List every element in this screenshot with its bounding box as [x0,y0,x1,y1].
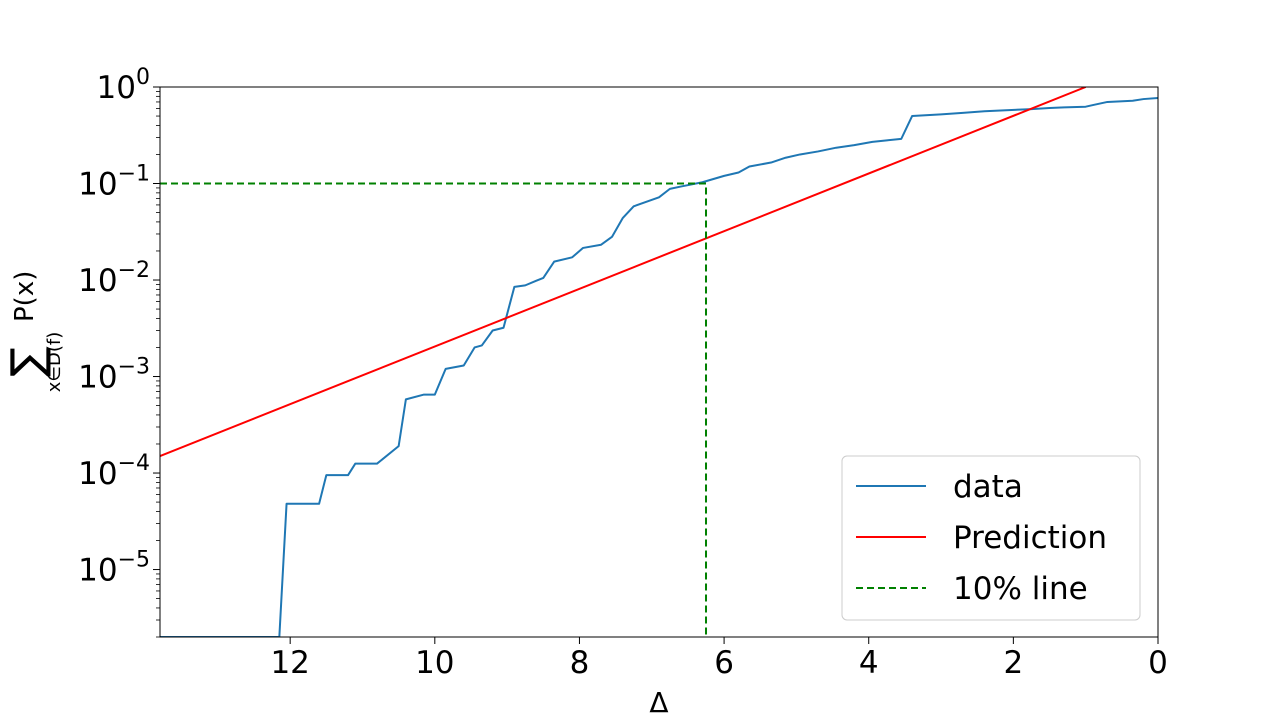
x-tick-label: 12 [270,645,309,681]
x-axis: 12 10 8 6 4 2 0 [270,637,1168,681]
legend-label-prediction: Prediction [953,520,1107,556]
y-axis-label-subscript: x∈D(f) [44,332,65,393]
series-line-prediction [160,87,1087,457]
x-axis-label: Δ [649,686,668,717]
x-tick-label: 8 [570,645,590,681]
legend-label-data: data [953,469,1023,505]
y-axis-label-term: P(x) [10,271,40,322]
y-tick-label: 10−5 [78,548,150,589]
x-tick-label: 4 [859,645,879,681]
x-tick-label: 0 [1148,645,1168,681]
legend: data Prediction 10% line [841,455,1141,621]
series-line-data [160,96,1158,637]
y-axis-label-sum: ∑ [2,347,53,377]
y-tick-label: 100 [97,65,150,106]
x-tick-label: 10 [415,645,454,681]
legend-label-10pct-line: 10% line [953,571,1088,607]
x-tick-label: 6 [714,645,734,681]
y-axis: 100 10−1 10−2 10−3 10−4 10−5 [78,65,160,638]
y-tick-label: 10−3 [78,355,150,396]
series-layer [160,87,1158,637]
legend-box [841,455,1141,621]
series-line-10-line [160,182,708,637]
plot-frame [159,86,1159,638]
y-tick-label: 10−1 [78,162,150,203]
y-tick-label: 10−4 [78,451,150,492]
y-tick-label: 10−2 [78,258,150,299]
y-axis-label: ∑ x∈D(f) P(x) [2,271,65,393]
x-tick-label: 2 [1003,645,1023,681]
